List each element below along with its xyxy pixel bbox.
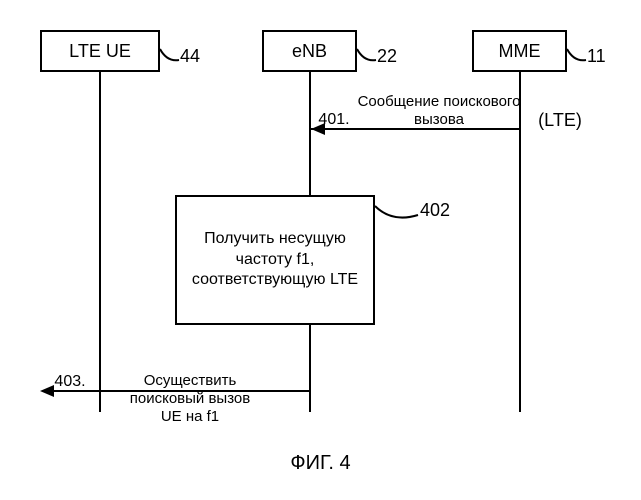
node-mme-num: 11	[587, 46, 606, 67]
node-enb-num: 22	[377, 46, 397, 67]
msg-403-line2: поисковый вызов	[130, 390, 250, 407]
callout-402	[374, 205, 420, 225]
msg-403-line3: UE на f1	[161, 408, 219, 425]
lifeline-ue	[99, 72, 101, 412]
node-enb-label: eNB	[292, 41, 327, 62]
msg-401-annotation: (LTE)	[530, 110, 590, 132]
node-lte-ue-label: LTE UE	[69, 41, 131, 62]
msg-403-num: 403.	[50, 372, 90, 391]
msg-401-num: 401.	[314, 110, 354, 129]
process-402-text: Получить несущую частоту f1, соответству…	[185, 229, 365, 291]
node-lte-ue: LTE UE	[40, 30, 160, 72]
msg-401-text: Сообщение поискового вызова	[349, 93, 529, 129]
process-402-num: 402	[420, 200, 450, 221]
msg-403-line1: Осуществить	[144, 372, 237, 389]
figure-caption: ФИГ. 4	[0, 452, 641, 475]
msg-403-text: Осуществить поисковый вызов UE на f1	[110, 372, 270, 426]
lifeline-enb-bottom	[309, 325, 311, 412]
callout-enb	[356, 48, 378, 66]
node-lte-ue-num: 44	[180, 46, 200, 67]
node-mme: MME	[472, 30, 567, 72]
callout-mme	[566, 48, 588, 66]
node-enb: eNB	[262, 30, 357, 72]
process-402: Получить несущую частоту f1, соответству…	[175, 195, 375, 325]
msg-401-line1: Сообщение поискового	[358, 93, 521, 110]
msg-401-line2: вызова	[414, 111, 464, 128]
callout-ue	[159, 48, 181, 66]
node-mme-label: MME	[499, 41, 541, 62]
